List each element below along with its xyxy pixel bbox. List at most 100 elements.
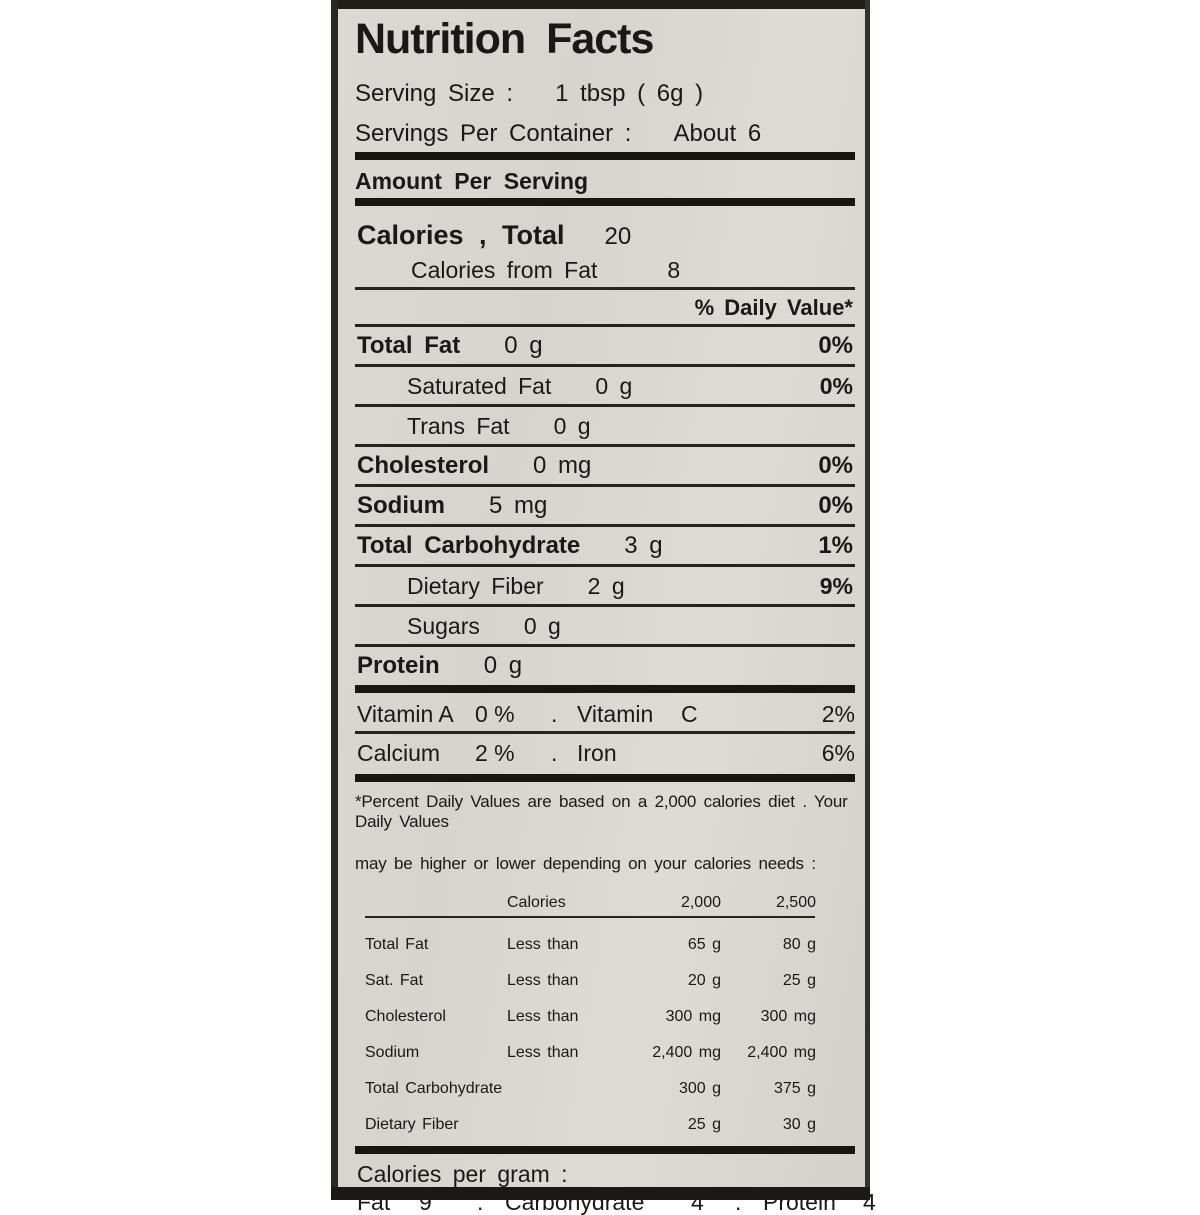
- nutrient-dv: 9%: [819, 573, 853, 599]
- table-row-name: Dietary Fiber: [365, 1116, 459, 1133]
- table-header-2500: 2,500: [775, 894, 816, 911]
- thick-divider: [355, 152, 855, 160]
- nutrient-name: Sugars: [407, 613, 480, 639]
- photo-bottom-edge: [331, 1187, 870, 1200]
- nutrient-name: Total Fat: [357, 332, 461, 359]
- vitamin-left-value: 2 %: [475, 740, 515, 766]
- table-row: Total Fat Less than 65 g 80 g: [365, 936, 816, 954]
- thick-divider: [355, 774, 855, 782]
- table-row: Sat. Fat Less than 20 g 25 g: [365, 972, 816, 990]
- nutrient-amount: 0 g: [553, 413, 591, 439]
- rule-divider: [355, 604, 855, 607]
- vitamin-left-name: Calcium: [357, 740, 441, 766]
- table-row-2000: 25 g: [687, 1116, 721, 1133]
- rule-divider: [355, 324, 855, 327]
- photo-left-edge: [331, 0, 338, 1200]
- nutrient-amount: 0 g: [523, 613, 561, 639]
- vitamin-left-name: Vitamin A: [357, 701, 454, 727]
- daily-value-header: % Daily Value*: [694, 295, 853, 320]
- table-row-name: Sodium: [365, 1044, 420, 1061]
- nutrient-amount: 2 g: [587, 573, 625, 599]
- nutrient-row: Sodium 5 mg 0%: [355, 493, 855, 519]
- nutrient-amount: 3 g: [624, 532, 663, 559]
- table-row: Sodium Less than 2,400 mg 2,400 mg: [365, 1044, 816, 1062]
- table-row-name: Sat. Fat: [365, 972, 424, 989]
- nutrient-amount: 0 g: [595, 373, 633, 399]
- calories-row: Calories , Total 20: [355, 220, 855, 251]
- table-row-qualifier: Less than: [507, 1008, 579, 1025]
- nutrient-row: Protein 0 g: [355, 653, 855, 679]
- nutrient-row: Saturated Fat 0 g 0%: [355, 373, 855, 399]
- thick-divider: [355, 198, 855, 206]
- vitamin-right-value: 6%: [821, 740, 855, 766]
- nutrient-row: Trans Fat 0 g: [355, 413, 855, 439]
- nutrition-label-photo: Nutrition Facts Serving Size : 1 tbsp ( …: [331, 0, 876, 1214]
- rule-divider: [355, 731, 855, 734]
- calories-per-gram-heading: Calories per gram :: [357, 1161, 568, 1187]
- calories-from-fat-label: Calories from Fat: [411, 257, 598, 283]
- vitamin-row: Calcium 2 % . Iron 6%: [355, 740, 855, 766]
- table-row-2500: 300 mg: [760, 1008, 816, 1025]
- table-row-name: Cholesterol: [365, 1008, 446, 1025]
- daily-values-table: Calories 2,000 2,500 Total Fat Less than…: [355, 894, 855, 1134]
- table-row-2500: 2,400 mg: [747, 1044, 816, 1061]
- rule-divider: [355, 444, 855, 447]
- table-row-name: Total Fat: [365, 936, 429, 953]
- nutrient-amount: 0 g: [504, 332, 543, 359]
- page-title: Nutrition Facts: [355, 15, 654, 63]
- serving-size-label: Serving Size :: [355, 80, 514, 107]
- vitamin-right-name: Vitamin: [577, 701, 654, 727]
- table-row-qualifier: Less than: [507, 972, 579, 989]
- serving-size-value: 1 tbsp ( 6g ): [555, 80, 704, 107]
- rule-divider: [355, 287, 855, 290]
- nutrient-dv: 0%: [818, 452, 853, 479]
- rule-divider: [365, 916, 815, 918]
- table-row-2000: 300 g: [678, 1080, 721, 1097]
- nutrient-amount: 0 g: [483, 652, 523, 679]
- nutrient-name: Trans Fat: [407, 413, 510, 439]
- nutrient-name: Saturated Fat: [407, 373, 552, 399]
- footnote-line-2: may be higher or lower depending on your…: [355, 854, 816, 873]
- calories-from-fat-value: 8: [667, 257, 681, 283]
- servings-per-container-label: Servings Per Container :: [355, 120, 632, 147]
- servings-per-container-value: About 6: [673, 120, 762, 147]
- nutrient-name: Dietary Fiber: [407, 573, 544, 599]
- table-row-2500: 375 g: [773, 1080, 816, 1097]
- table-row-2000: 65 g: [687, 936, 721, 953]
- vitamin-right-name: Iron: [577, 740, 617, 766]
- label-content: Nutrition Facts Serving Size : 1 tbsp ( …: [355, 0, 876, 1214]
- calories-label: Calories , Total: [357, 220, 565, 250]
- nutrient-name: Cholesterol: [357, 452, 490, 479]
- nutrient-dv: 0%: [819, 373, 853, 399]
- calories-value: 20: [604, 223, 632, 250]
- nutrient-row: Total Fat 0 g 0%: [355, 333, 855, 359]
- table-row: Dietary Fiber 25 g 30 g: [365, 1116, 816, 1134]
- separator-dot: .: [551, 701, 558, 727]
- table-row-qualifier: Less than: [507, 1044, 579, 1061]
- nutrient-row: Cholesterol 0 mg 0%: [355, 453, 855, 479]
- rule-divider: [355, 524, 855, 527]
- amount-per-serving-heading: Amount Per Serving: [355, 168, 589, 194]
- table-row-2000: 2,400 mg: [652, 1044, 721, 1061]
- rule-divider: [355, 484, 855, 487]
- rule-divider: [355, 644, 855, 647]
- servings-per-container-row: Servings Per Container : About 6: [355, 120, 855, 148]
- table-row-name: Total Carbohydrate: [365, 1080, 503, 1097]
- table-row-2500: 25 g: [782, 972, 816, 989]
- calories-from-fat-row: Calories from Fat 8: [355, 257, 855, 283]
- nutrient-dv: 0%: [818, 332, 853, 359]
- table-row-2500: 80 g: [782, 936, 816, 953]
- vitamin-right-letter: C: [681, 701, 698, 727]
- table-row: Cholesterol Less than 300 mg 300 mg: [365, 1008, 816, 1026]
- thick-divider: [355, 1146, 855, 1154]
- nutrient-amount: 0 mg: [533, 452, 592, 479]
- nutrient-name: Protein: [357, 652, 440, 679]
- rule-divider: [355, 564, 855, 567]
- table-row-2500: 30 g: [782, 1116, 816, 1133]
- table-header-calories: Calories: [507, 894, 566, 911]
- nutrient-name: Total Carbohydrate: [357, 532, 581, 559]
- rule-divider: [355, 364, 855, 367]
- nutrient-row: Total Carbohydrate 3 g 1%: [355, 533, 855, 559]
- table-row-qualifier: Less than: [507, 936, 579, 953]
- serving-size-row: Serving Size : 1 tbsp ( 6g ): [355, 80, 855, 108]
